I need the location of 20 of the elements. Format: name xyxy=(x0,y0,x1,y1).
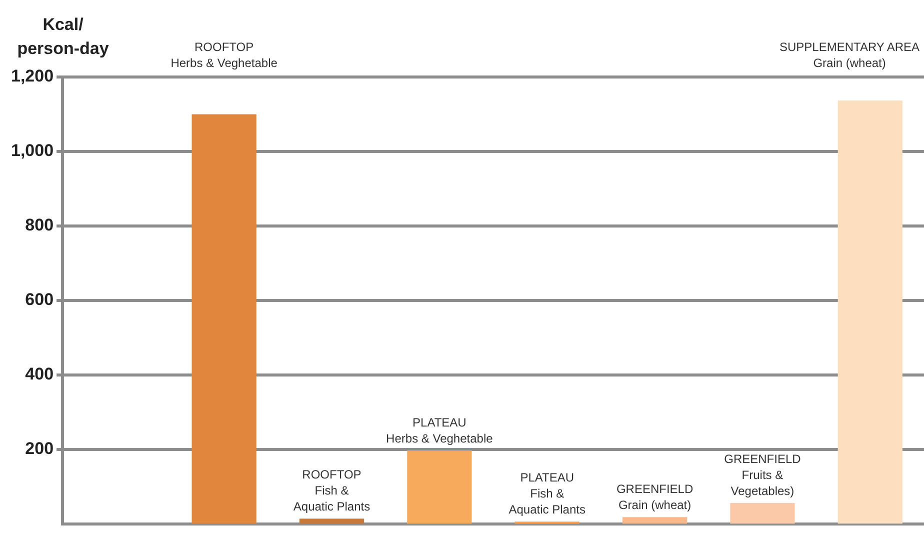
x-tick-label: GREENFIELD Grain (wheat) xyxy=(616,482,694,512)
y-tick-label: 800 xyxy=(25,216,54,235)
x-tick-label: ROOFTOP Herbs & Veghetable xyxy=(170,40,278,70)
bar xyxy=(299,518,364,524)
bar xyxy=(407,450,472,524)
x-tick-label: PLATEAU Fish & Aquatic Plants xyxy=(508,470,586,517)
bar xyxy=(730,502,795,524)
y-tick-label: 400 xyxy=(25,364,54,384)
y-tick-label: 1,000 xyxy=(10,141,54,160)
y-tick-label: 600 xyxy=(25,290,54,310)
y-axis-title: Kcal/ person-day xyxy=(17,15,110,58)
x-tick-label: SUPPLEMENTARY AREA Grain (wheat) xyxy=(780,40,920,70)
x-tick-label: PLATEAU Herbs & Veghetable xyxy=(386,415,494,446)
bar xyxy=(192,114,256,524)
bar xyxy=(838,100,902,524)
y-tick-label: 1,200 xyxy=(10,66,54,86)
bar xyxy=(622,517,688,524)
y-tick-label: 200 xyxy=(25,439,54,458)
x-tick-label: ROOFTOP Fish & Aquatic Plants xyxy=(293,468,370,514)
x-tick-label: GREENFIELD Fruits & Vegetables) xyxy=(724,452,802,498)
